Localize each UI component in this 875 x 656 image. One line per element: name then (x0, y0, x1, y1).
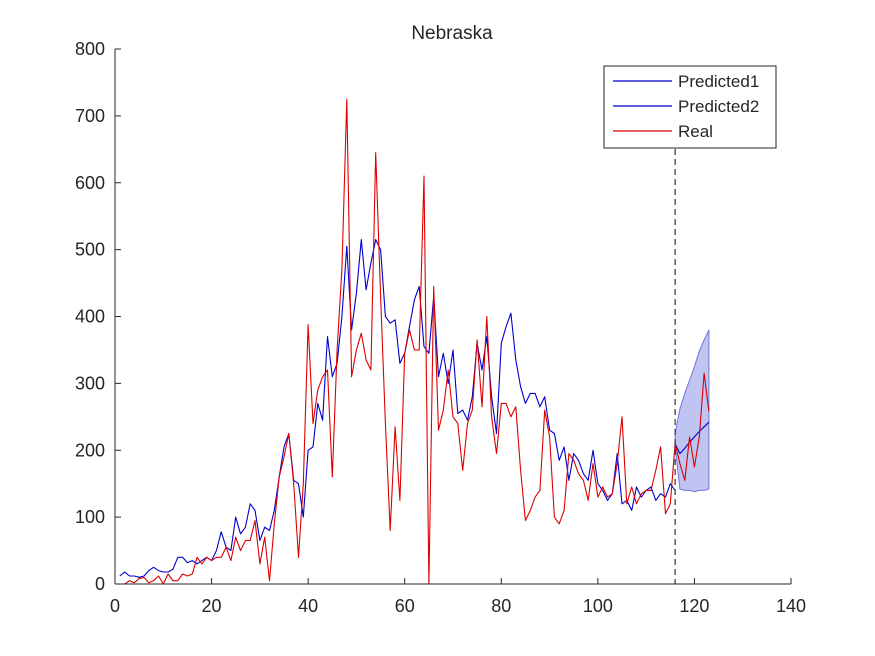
y-tick-label: 600 (75, 173, 105, 193)
y-tick-label: 200 (75, 440, 105, 460)
x-tick-label: 0 (110, 596, 120, 616)
y-tick-label: 700 (75, 106, 105, 126)
x-tick-label: 100 (583, 596, 613, 616)
x-tick-label: 40 (298, 596, 318, 616)
axes: 0 20 40 60 80 100 120 140 0 100 200 300 400 500 600 700… (75, 39, 806, 616)
series-line-predicted1 (119, 239, 676, 578)
legend-item-real-label: Real (678, 122, 713, 141)
prediction-interval-band (674, 329, 710, 493)
legend-item-predicted2-label: Predicted2 (678, 97, 759, 116)
chart-title: Nebraska (411, 23, 493, 44)
y-tick-label: 800 (75, 39, 105, 59)
y-tick-label: 100 (75, 507, 105, 527)
x-tick-label: 20 (202, 596, 222, 616)
x-tick-label: 80 (491, 596, 511, 616)
y-tick-label: 400 (75, 307, 105, 327)
y-tick-label: 500 (75, 240, 105, 260)
y-tick-label: 0 (95, 574, 105, 594)
legend-item-predicted1-label: Predicted1 (678, 72, 759, 91)
series-line-predicted2 (674, 421, 710, 455)
legend: Predicted1 Predicted2 Real (603, 65, 777, 149)
x-tick-label: 140 (776, 596, 806, 616)
legend-box (603, 65, 777, 149)
y-tick-label: 300 (75, 373, 105, 393)
x-tick-label: 120 (679, 596, 709, 616)
plot-area (119, 98, 710, 585)
series-line-real (119, 98, 710, 585)
x-tick-label: 60 (395, 596, 415, 616)
